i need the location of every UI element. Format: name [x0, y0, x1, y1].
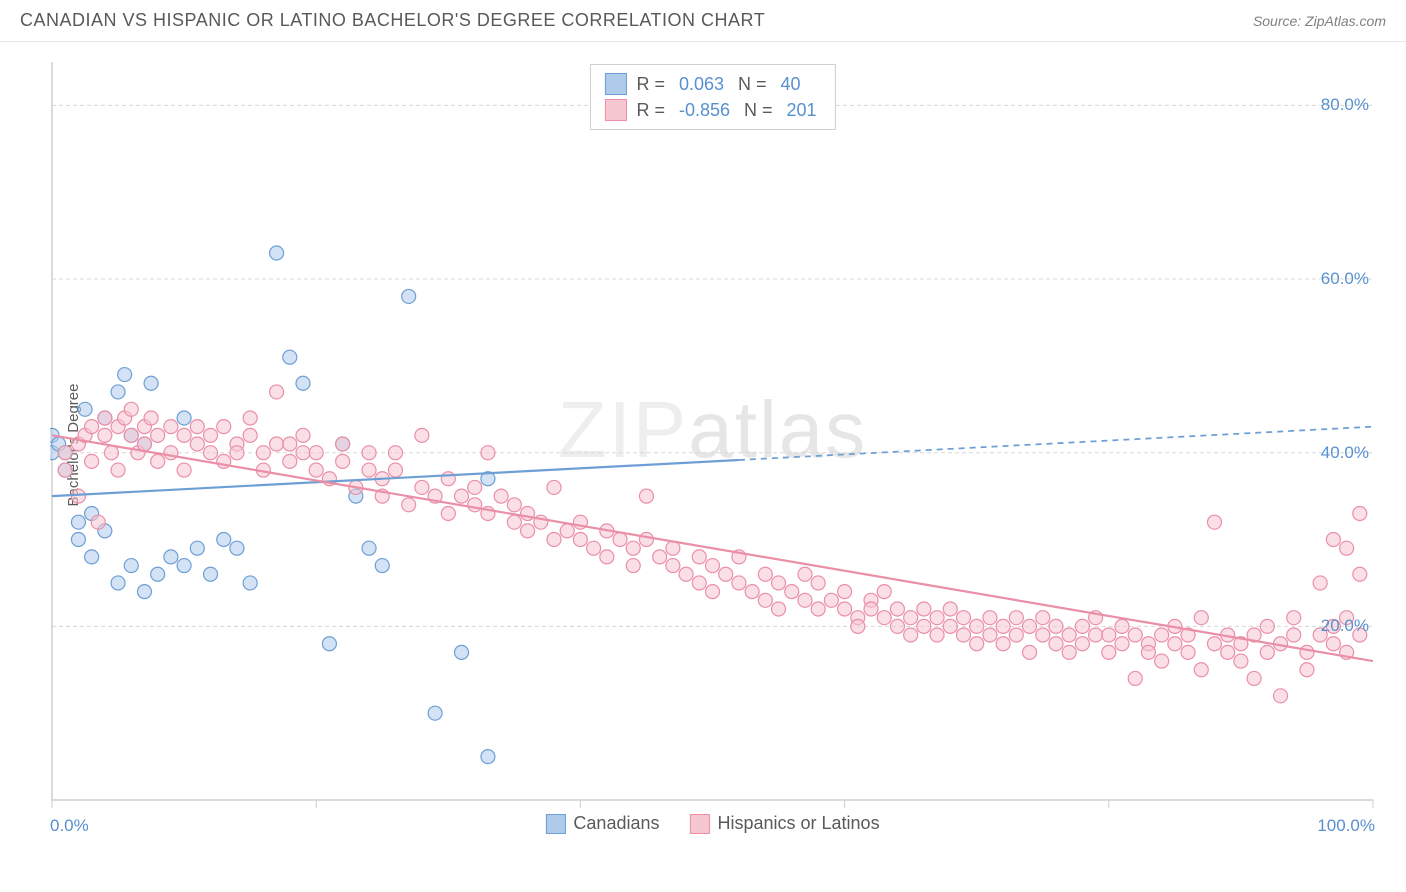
y-tick-label: 40.0%: [1321, 443, 1369, 463]
n-label: N =: [738, 74, 767, 95]
legend-item-hispanics: Hispanics or Latinos: [689, 813, 879, 834]
n-value-canadians: 40: [777, 74, 805, 95]
chart-title: CANADIAN VS HISPANIC OR LATINO BACHELOR'…: [20, 10, 765, 31]
chart-area: ZIPatlas Bachelor's Degree R = 0.063 N =…: [50, 60, 1375, 830]
swatch-canadians: [604, 73, 626, 95]
y-tick-label: 60.0%: [1321, 269, 1369, 289]
swatch-hispanics: [604, 99, 626, 121]
legend-item-canadians: Canadians: [545, 813, 659, 834]
legend-correlation: R = 0.063 N = 40 R = -0.856 N = 201: [589, 64, 835, 130]
legend-row-canadians: R = 0.063 N = 40: [604, 71, 820, 97]
scatter-plot: [50, 60, 1375, 830]
chart-source: Source: ZipAtlas.com: [1253, 13, 1386, 29]
r-label: R =: [636, 74, 665, 95]
y-tick-label: 20.0%: [1321, 616, 1369, 636]
n-value-hispanics: 201: [783, 100, 821, 121]
r-value-hispanics: -0.856: [675, 100, 734, 121]
legend-label-canadians: Canadians: [573, 813, 659, 834]
legend-label-hispanics: Hispanics or Latinos: [717, 813, 879, 834]
x-axis-start-label: 0.0%: [50, 816, 89, 836]
r-value-canadians: 0.063: [675, 74, 728, 95]
n-label: N =: [744, 100, 773, 121]
chart-header: CANADIAN VS HISPANIC OR LATINO BACHELOR'…: [0, 0, 1406, 42]
r-label: R =: [636, 100, 665, 121]
legend-series: Canadians Hispanics or Latinos: [545, 813, 879, 834]
legend-swatch-canadians: [545, 814, 565, 834]
legend-row-hispanics: R = -0.856 N = 201: [604, 97, 820, 123]
legend-swatch-hispanics: [689, 814, 709, 834]
y-tick-label: 80.0%: [1321, 95, 1369, 115]
x-axis-end-label: 100.0%: [1317, 816, 1375, 836]
